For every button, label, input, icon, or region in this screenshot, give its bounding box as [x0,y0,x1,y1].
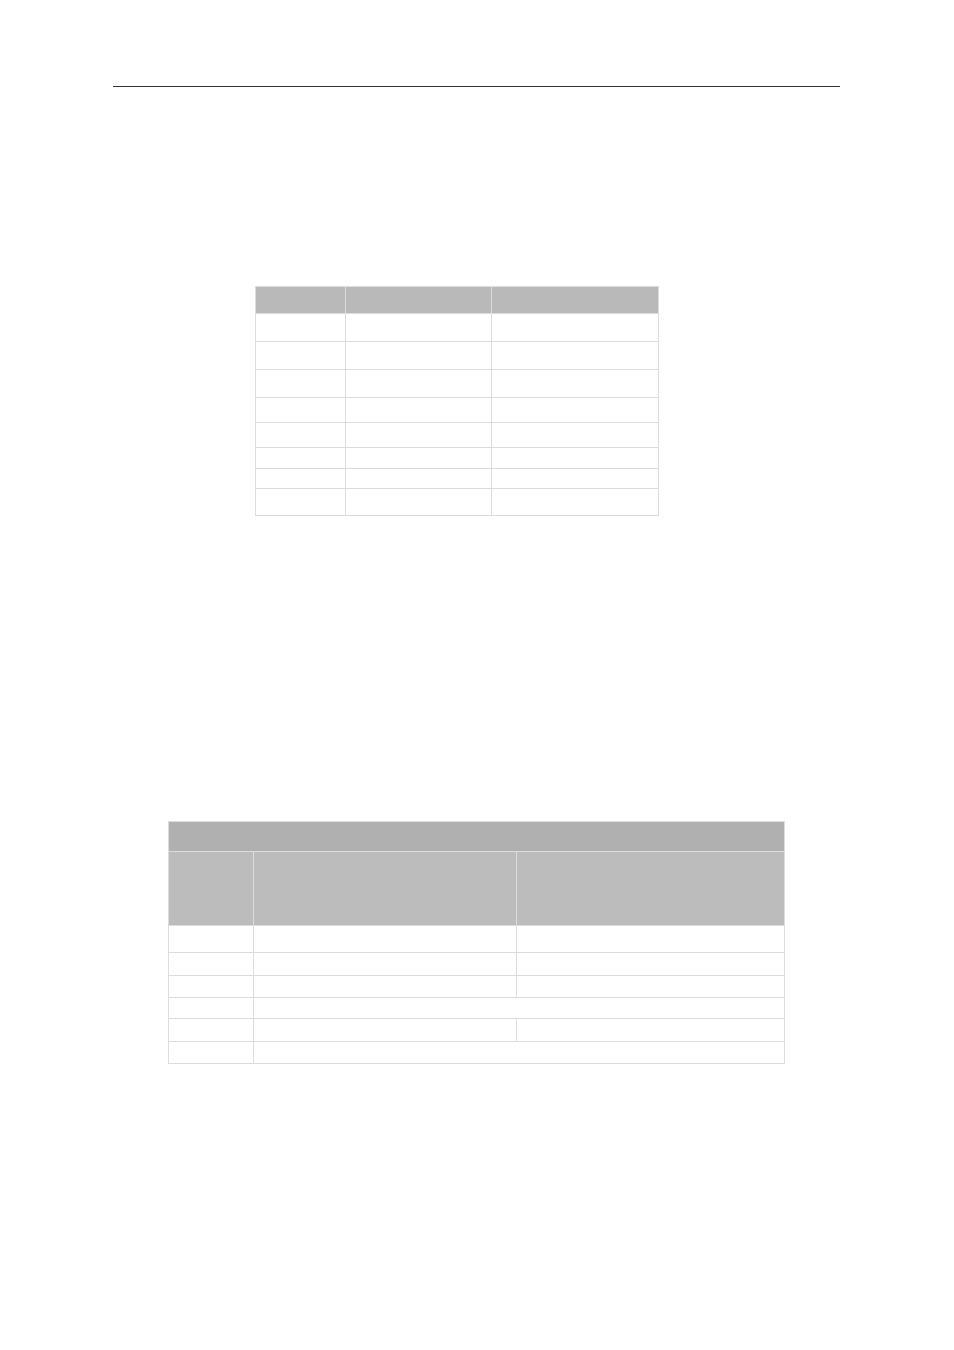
cell [345,342,492,370]
cell [345,314,492,342]
cell [492,423,659,448]
cell [169,1019,254,1042]
cell [492,469,659,489]
page [0,0,954,1350]
cell [256,342,346,370]
cell [345,448,492,469]
table-row [169,1042,785,1064]
cell [517,976,785,998]
table-row [169,976,785,998]
table-2-header-2 [253,852,517,926]
cell [492,314,659,342]
cell [256,314,346,342]
table-2-header-3 [517,852,785,926]
cell [169,926,254,953]
cell [256,423,346,448]
table-1-header-b [345,287,492,314]
table-row [256,448,659,469]
cell [345,398,492,423]
cell [345,423,492,448]
cell [517,1019,785,1042]
cell [256,489,346,516]
table-1-header-a [256,287,346,314]
table-row [256,342,659,370]
cell [517,953,785,976]
cell [253,953,517,976]
cell [253,1019,517,1042]
merged-cell [253,1042,784,1064]
cell [492,398,659,423]
table-row [256,370,659,398]
cell [492,448,659,469]
header-divider [113,86,840,87]
table-1-header-row [256,287,659,314]
merged-cell [253,998,784,1019]
cell [492,342,659,370]
cell [492,370,659,398]
table-1-header-c [492,287,659,314]
table-row [256,398,659,423]
cell [169,998,254,1019]
table-2 [168,821,785,1064]
table-row [256,489,659,516]
cell [517,926,785,953]
cell [169,976,254,998]
cell [256,448,346,469]
cell [345,370,492,398]
table-2-header-1 [169,852,254,926]
table-row [256,469,659,489]
table-row [169,1019,785,1042]
table-row [169,926,785,953]
table-row [169,953,785,976]
cell [345,489,492,516]
cell [256,370,346,398]
cell [253,976,517,998]
table-2-top-header [169,822,785,852]
cell [169,1042,254,1064]
cell [169,953,254,976]
cell [345,469,492,489]
table-row [256,423,659,448]
cell [256,469,346,489]
table-1 [255,286,659,516]
table-2-sub-header [169,852,785,926]
table-row [169,998,785,1019]
table-2-top-header-cell [169,822,785,852]
cell [492,489,659,516]
cell [253,926,517,953]
cell [256,398,346,423]
table-row [256,314,659,342]
